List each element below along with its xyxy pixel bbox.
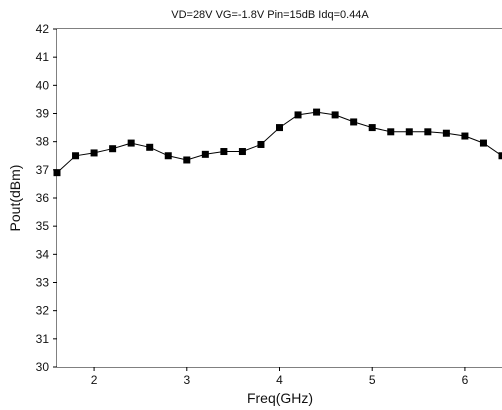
y-tick-label: 38: [36, 135, 50, 149]
data-point: [479, 139, 487, 147]
y-tick-label: 31: [36, 332, 50, 346]
data-point: [257, 140, 265, 148]
data-point: [424, 128, 432, 136]
data-point: [294, 111, 302, 119]
x-tick-label: 4: [276, 373, 283, 387]
y-axis: 30 31 32 33 34 35 36 37 38 39 40 41 42: [36, 22, 57, 374]
data-point: [53, 169, 61, 177]
data-point: [72, 152, 80, 160]
x-axis-label: Freq(GHz): [247, 390, 313, 406]
y-tick-label: 35: [36, 219, 50, 233]
x-tick-label: 6: [462, 373, 469, 387]
y-tick-label: 32: [36, 304, 50, 318]
y-tick-label: 30: [36, 360, 50, 374]
data-point: [201, 150, 209, 158]
data-point: [90, 149, 98, 157]
data-point: [405, 128, 413, 136]
data-point: [387, 128, 395, 136]
y-tick-label: 39: [36, 107, 50, 121]
y-tick-label: 40: [36, 78, 50, 92]
data-point: [461, 132, 469, 140]
x-axis: 2 3 4 5 6: [91, 367, 469, 387]
data-point: [109, 145, 117, 153]
y-axis-label: Pout(dBm): [7, 165, 23, 232]
data-point: [331, 111, 339, 119]
data-point: [127, 139, 135, 147]
plot-frame: [57, 29, 502, 367]
data-point: [220, 148, 228, 156]
x-tick-label: 5: [369, 373, 376, 387]
data-point: [238, 148, 246, 156]
data-point: [146, 143, 154, 151]
chart-title: VD=28V VG=-1.8V Pin=15dB Idq=0.44A: [171, 9, 369, 21]
data-point: [350, 118, 358, 126]
data-point: [313, 108, 321, 116]
y-tick-label: 41: [36, 50, 50, 64]
y-tick-label: 42: [36, 22, 50, 36]
data-point: [183, 156, 191, 164]
data-point: [368, 124, 376, 132]
data-point: [164, 152, 172, 160]
data-point: [498, 152, 502, 160]
y-tick-label: 37: [36, 163, 50, 177]
x-tick-label: 3: [183, 373, 190, 387]
x-tick-label: 2: [91, 373, 98, 387]
y-tick-label: 33: [36, 276, 50, 290]
data-point: [442, 129, 450, 137]
y-tick-label: 34: [36, 247, 50, 261]
plot-area: [57, 29, 502, 367]
series-group: [53, 108, 502, 177]
y-tick-label: 36: [36, 191, 50, 205]
data-point: [276, 124, 283, 132]
